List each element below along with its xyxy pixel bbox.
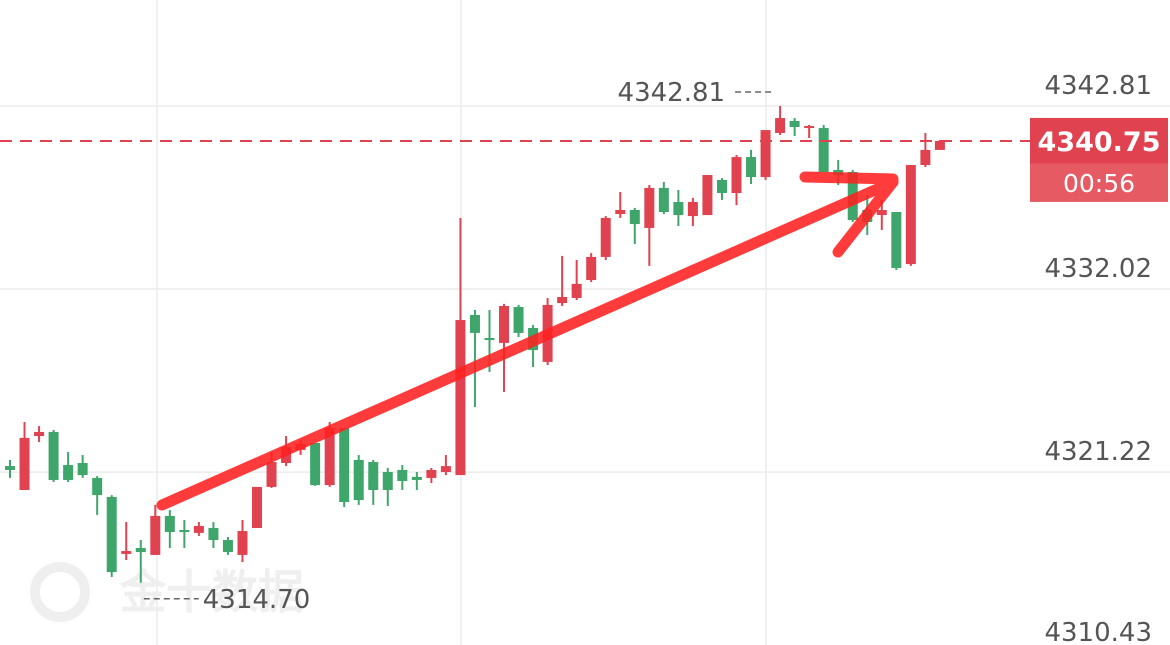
candle-body bbox=[760, 130, 771, 178]
candle-body bbox=[746, 157, 757, 178]
low-label: 4314.70 bbox=[203, 585, 311, 615]
countdown-label: 00:56 bbox=[1063, 169, 1135, 198]
candle-body bbox=[629, 209, 640, 225]
candle-body bbox=[716, 179, 727, 194]
arrow-line bbox=[156, 176, 899, 511]
candle-body bbox=[208, 527, 219, 541]
high-label: 4342.81 bbox=[618, 78, 726, 108]
candle-body bbox=[63, 465, 74, 480]
candle-body bbox=[179, 530, 190, 533]
candle-body bbox=[557, 296, 568, 304]
candle-body bbox=[702, 175, 713, 216]
candle-body bbox=[19, 437, 30, 490]
watermark: 金十数据 bbox=[119, 565, 304, 619]
y-tick-label: 4321.22 bbox=[1044, 437, 1152, 467]
candle-body bbox=[789, 120, 800, 128]
annotations: 4342.81 4314.70 4340.75 00:56 bbox=[0, 78, 1168, 615]
candle-body bbox=[48, 431, 59, 480]
candle-body bbox=[658, 187, 669, 213]
arrow-head bbox=[799, 171, 899, 185]
candle-body bbox=[324, 428, 335, 486]
candle-body bbox=[775, 118, 786, 133]
candle-body bbox=[237, 531, 248, 555]
candle-body bbox=[150, 515, 161, 555]
candle-body bbox=[106, 496, 117, 573]
candle-body bbox=[469, 314, 480, 333]
candle-body bbox=[586, 256, 597, 281]
candle-body bbox=[266, 461, 277, 487]
candle-body bbox=[382, 472, 393, 490]
candle-body bbox=[92, 477, 103, 496]
y-tick-label: 4342.81 bbox=[1044, 71, 1152, 101]
candle-body bbox=[600, 217, 611, 257]
candle-body bbox=[193, 525, 204, 533]
candle-body bbox=[164, 515, 175, 533]
candle-body bbox=[310, 443, 321, 486]
candle-body bbox=[905, 165, 916, 265]
candle-body bbox=[484, 338, 495, 341]
candle-body bbox=[135, 547, 146, 553]
candle-body bbox=[397, 469, 408, 481]
candle-body bbox=[252, 486, 263, 528]
candle-body bbox=[687, 201, 698, 217]
candle-body bbox=[368, 461, 379, 490]
candle-body bbox=[339, 428, 350, 503]
y-tick-label: 4310.43 bbox=[1044, 618, 1152, 645]
price-box bbox=[1030, 117, 1168, 164]
candle-body bbox=[121, 551, 132, 554]
current-price-label: 4340.75 bbox=[1038, 127, 1161, 158]
watermark-group: 金十数据 bbox=[30, 562, 304, 622]
candle-body bbox=[426, 469, 437, 478]
candle-body bbox=[513, 306, 524, 333]
watermark-logo bbox=[30, 562, 90, 622]
candle-body bbox=[673, 201, 684, 216]
candle-body bbox=[934, 140, 945, 150]
candle-body bbox=[34, 431, 45, 437]
candle-body bbox=[644, 187, 655, 228]
countdown-box bbox=[1030, 163, 1168, 202]
candle-body bbox=[804, 126, 815, 129]
grid: 4310.43 4321.22 4332.02 4342.81 bbox=[0, 71, 1170, 645]
candle-body bbox=[455, 320, 466, 476]
candle-body bbox=[222, 540, 233, 553]
candle-body bbox=[353, 459, 364, 500]
candle-body bbox=[571, 283, 582, 298]
candle-body bbox=[440, 466, 451, 473]
arrows bbox=[156, 171, 899, 511]
candle-body bbox=[891, 212, 902, 268]
candle-body bbox=[77, 463, 88, 476]
candle-body bbox=[411, 476, 422, 480]
y-tick-label: 4332.02 bbox=[1044, 254, 1152, 284]
candle-body bbox=[5, 466, 15, 470]
candle-body bbox=[615, 209, 626, 215]
arrow-head bbox=[832, 176, 899, 258]
candle-body bbox=[920, 149, 931, 166]
candle-body bbox=[876, 209, 887, 216]
candle-body bbox=[818, 128, 829, 172]
candle-body bbox=[731, 157, 742, 194]
candle-body bbox=[499, 305, 510, 343]
